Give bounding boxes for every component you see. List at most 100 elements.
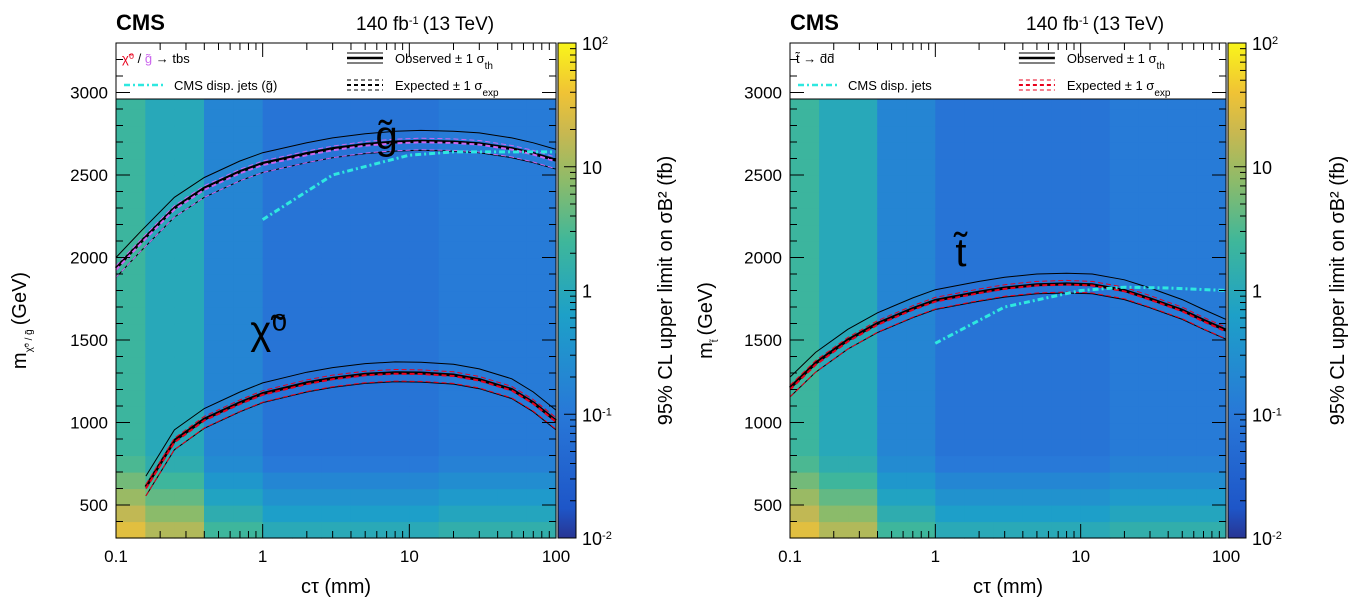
heatmap-cell	[262, 323, 293, 341]
heatmap-cell	[350, 406, 381, 424]
series-1	[115, 137, 557, 278]
heatmap-cell	[848, 406, 878, 424]
heatmap-cell	[877, 356, 907, 374]
heatmap-cell	[819, 488, 849, 506]
heatmap-cell	[380, 191, 410, 209]
heatmap-cell	[993, 241, 1024, 259]
heatmap-cell	[409, 191, 440, 209]
heatmap-cell	[497, 307, 528, 325]
heatmap-cell	[1109, 472, 1140, 490]
heatmap-cell	[262, 488, 293, 506]
heatmap-cell	[1051, 257, 1082, 275]
heatmap-cell	[1080, 208, 1111, 226]
heatmap-cell	[1109, 455, 1140, 473]
heatmap-cell	[848, 472, 878, 490]
heatmap-cell	[233, 472, 264, 490]
legend-process-part: t̃ → d̄d̄	[795, 51, 835, 66]
heatmap-cell	[790, 290, 820, 308]
heatmap-cell	[1022, 340, 1053, 358]
heatmap-cell	[497, 175, 528, 193]
heatmap-cell	[116, 109, 146, 127]
heatmap-cell	[262, 142, 293, 160]
heatmap-cell	[468, 290, 498, 308]
heatmap-cell	[116, 274, 146, 292]
heatmap-cell	[935, 175, 965, 193]
heatmap-cell	[848, 521, 878, 539]
heatmap-cell	[1138, 505, 1169, 523]
heatmap-cell	[321, 422, 352, 440]
heatmap-cell	[935, 307, 965, 325]
heatmap-cell	[877, 406, 907, 424]
heatmap-cell	[145, 142, 176, 160]
heatmap-cell	[438, 290, 469, 308]
heatmap-cell	[292, 224, 322, 242]
heatmap-cell	[204, 290, 234, 308]
heatmap-cell	[233, 307, 264, 325]
heatmap-cell	[790, 142, 820, 160]
heatmap-cell	[1138, 340, 1169, 358]
heatmap-cell	[497, 274, 528, 292]
heatmap-cell	[233, 356, 264, 374]
heatmap-cell	[1196, 389, 1227, 407]
heatmap-cell	[906, 175, 936, 193]
energy-label: (13 TeV)	[423, 14, 494, 35]
heatmap-cell	[906, 191, 936, 209]
heatmap-cell	[262, 224, 293, 242]
heatmap-cell	[350, 472, 381, 490]
heatmap-cell	[174, 323, 205, 341]
heatmap-cell	[497, 340, 528, 358]
heatmap-cell	[321, 521, 352, 539]
heatmap-cell	[350, 224, 381, 242]
heatmap-cell	[1167, 521, 1198, 539]
heatmap-cell	[292, 158, 322, 176]
heatmap-cell	[292, 109, 322, 127]
heatmap-cell	[145, 125, 176, 143]
cms-disp-jets-line	[261, 150, 556, 221]
heatmap-cell	[380, 241, 410, 259]
heatmap-cell	[204, 356, 234, 374]
heatmap-cell	[409, 472, 440, 490]
heatmap-cell	[993, 455, 1024, 473]
heatmap-cell	[906, 406, 936, 424]
heatmap-cell	[409, 158, 440, 176]
heatmap-cell	[1138, 323, 1169, 341]
heatmap-cell	[1196, 208, 1227, 226]
heatmap-cell	[497, 472, 528, 490]
heatmap-cell	[1051, 323, 1082, 341]
colorbar-title: 95% CL upper limit on σB² (fb)	[1327, 156, 1349, 425]
heatmap-cell	[262, 175, 293, 193]
heatmap-cell	[321, 241, 352, 259]
heatmap-cell	[174, 439, 205, 457]
heatmap-cell	[438, 224, 469, 242]
heatmap-cell	[1138, 488, 1169, 506]
observed-band-upper	[145, 361, 557, 477]
heatmap-cell	[497, 241, 528, 259]
heatmap-cell	[1109, 257, 1140, 275]
heatmap-cell	[116, 472, 146, 490]
heatmap-cell	[1138, 422, 1169, 440]
colorbar-tick-label: 10-2	[582, 529, 612, 549]
heatmap-cell	[116, 356, 146, 374]
heatmap-cell	[1022, 521, 1053, 539]
heatmap-cell	[1167, 488, 1198, 506]
heatmap-cell	[1138, 208, 1169, 226]
x-axis-title: cτ (mm)	[301, 576, 371, 598]
heatmap-cell	[1051, 455, 1082, 473]
heatmap-cell	[468, 307, 498, 325]
heatmap-cell	[993, 521, 1024, 539]
heatmap-cell	[877, 125, 907, 143]
heatmap-cell	[1022, 505, 1053, 523]
heatmap-cell	[1051, 290, 1082, 308]
heatmap-cell	[906, 373, 936, 391]
heatmap-cell	[438, 175, 469, 193]
heatmap-cell	[1109, 208, 1140, 226]
heatmap-cell	[321, 274, 352, 292]
heatmap-cell	[468, 505, 498, 523]
heatmap-cell	[409, 307, 440, 325]
heatmap-cell	[848, 389, 878, 407]
heatmap-cell	[935, 224, 965, 242]
heatmap-cell	[526, 109, 557, 127]
heatmap-cell	[790, 257, 820, 275]
heatmap-cell	[350, 488, 381, 506]
heatmap-cell	[1167, 224, 1198, 242]
